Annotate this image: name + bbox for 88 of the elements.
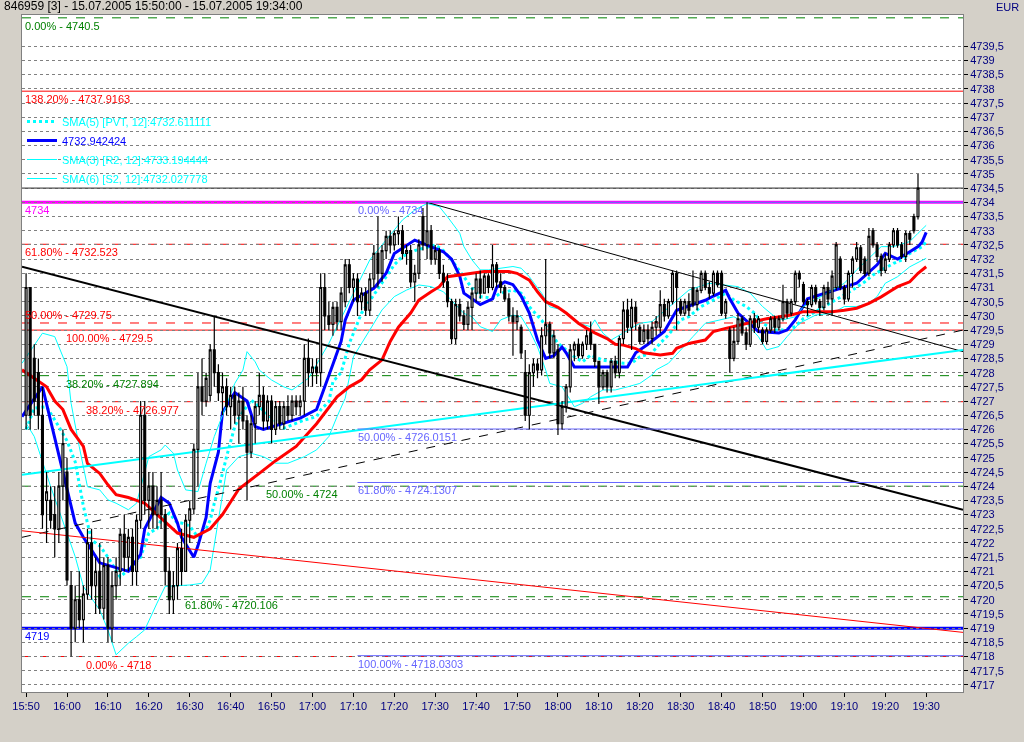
- y-tick-label: 4739,5: [970, 40, 1004, 53]
- y-tick-label: 4736,5: [970, 125, 1004, 138]
- annotation: 61.80% - 4720.106: [185, 599, 278, 611]
- y-tick-label: 4722: [970, 536, 995, 549]
- annotation: 0.00% - 4718: [86, 659, 152, 671]
- annotation: 100.00% - 4729.5: [66, 332, 153, 344]
- y-tick-label: 4721,5: [970, 551, 1004, 564]
- x-tick-label: 18:40: [707, 700, 736, 713]
- x-tick-label: 16:30: [175, 700, 204, 713]
- y-tick-label: 4719,5: [970, 607, 1004, 620]
- y-tick-label: 4717: [970, 678, 995, 691]
- annotation: 0.00% - 4740.5: [25, 20, 100, 32]
- y-tick-label: 4725: [970, 451, 995, 464]
- y-tick-label: 4719: [970, 621, 995, 634]
- y-tick-label: 4729,5: [970, 323, 1004, 336]
- y-tick-label: 4737,5: [970, 96, 1004, 109]
- y-tick-label: 4718: [970, 650, 995, 663]
- y-tick-label: 4730,5: [970, 295, 1004, 308]
- y-tick-label: 4739: [970, 54, 995, 67]
- x-tick-label: 18:10: [585, 700, 613, 713]
- x-tick-label: 15:50: [12, 700, 40, 713]
- annotation: 38.20% - 4727.894: [66, 378, 159, 390]
- y-tick-label: 4728,5: [970, 352, 1004, 365]
- y-tick-label: 4721: [970, 565, 995, 578]
- y-tick-label: 4727: [970, 394, 995, 407]
- x-tick-label: 17:30: [421, 700, 449, 713]
- y-tick-label: 4738,5: [970, 68, 1004, 81]
- legend-label: SMA(5) [PVT, 12]:4732.611111: [62, 115, 211, 128]
- annotation: 50.00% - 4726.0151: [358, 431, 458, 443]
- x-tick-label: 16:20: [135, 700, 163, 713]
- y-tick-label: 4720,5: [970, 579, 1004, 592]
- y-tick-label: 4729: [970, 338, 995, 351]
- x-tick-label: 16:10: [94, 700, 122, 713]
- annotation: 4734: [25, 204, 50, 216]
- y-tick-label: 4718,5: [970, 636, 1004, 649]
- x-tick-label: 19:10: [830, 700, 859, 713]
- x-tick-label: 18:00: [544, 700, 572, 713]
- y-tick-label: 4737: [970, 111, 995, 124]
- x-tick-label: 16:50: [257, 700, 286, 713]
- y-tick-label: 4725,5: [970, 437, 1004, 450]
- y-tick-label: 4720: [970, 593, 995, 606]
- y-tick-label: 4736: [970, 139, 995, 152]
- y-tick-label: 4726: [970, 423, 995, 436]
- annotation: 61.80% - 4724.1307: [358, 484, 458, 496]
- y-tick-label: 4734: [970, 196, 995, 209]
- y-tick-label: 4735: [970, 167, 995, 180]
- x-tick-label: 19:20: [871, 700, 900, 713]
- y-tick-label: 4726,5: [970, 409, 1004, 422]
- y-tick-label: 4727,5: [970, 380, 1004, 393]
- y-tick-label: 4735,5: [970, 153, 1004, 166]
- annotation: 138.20% - 4737.9163: [25, 93, 131, 105]
- x-tick-label: 17:40: [462, 700, 490, 713]
- y-tick-label: 4724,5: [970, 465, 1004, 478]
- y-tick-label: 4722,5: [970, 522, 1004, 535]
- x-tick-label: 19:30: [912, 700, 940, 713]
- legend-label: 4732.942424: [62, 134, 127, 147]
- x-tick-label: 16:40: [216, 700, 245, 713]
- x-tick-label: 17:20: [380, 700, 409, 713]
- annotation: 4719: [25, 630, 50, 642]
- x-tick-label: 18:20: [626, 700, 654, 713]
- annotation: 61.80% - 4732.523: [25, 246, 118, 258]
- y-tick-label: 4723,5: [970, 494, 1004, 507]
- y-tick-label: 4738: [970, 82, 995, 95]
- y-tick-label: 4733: [970, 224, 995, 237]
- y-tick-label: 4730: [970, 309, 995, 322]
- y-tick-label: 4732,5: [970, 238, 1004, 251]
- x-tick-label: 17:10: [339, 700, 368, 713]
- y-tick-label: 4732: [970, 252, 995, 265]
- annotation: 100.00% - 4718.0303: [358, 658, 464, 670]
- y-tick-label: 4734,5: [970, 182, 1004, 194]
- y-tick-label: 4723: [970, 508, 995, 521]
- y-tick-label: 4717,5: [970, 664, 1004, 677]
- y-axis-title: EUR: [996, 1, 1020, 13]
- y-tick-label: 4728: [970, 366, 995, 379]
- y-tick-label: 4733,5: [970, 210, 1004, 223]
- legend-label: SMA(6) [S2, 12]:4732.027778: [62, 172, 208, 185]
- x-tick-label: 18:50: [748, 700, 777, 713]
- x-tick-label: 19:00: [789, 700, 818, 713]
- x-tick-label: 17:00: [298, 700, 327, 713]
- x-tick-label: 18:30: [666, 700, 695, 713]
- x-tick-label: 17:50: [503, 700, 531, 713]
- y-tick-label: 4731,5: [970, 267, 1004, 280]
- x-tick-label: 16:00: [53, 700, 81, 713]
- annotation: 50.00% - 4724: [266, 488, 338, 500]
- chart-title: 846959 [3] - 15.07.2005 15:50:00 - 15.07.2005 19:34:00: [4, 0, 303, 14]
- legend-label: SMA(3) [R2, 12]:4733.194444: [62, 153, 209, 166]
- y-tick-label: 4724: [970, 480, 995, 493]
- y-tick-label: 4731: [970, 281, 995, 294]
